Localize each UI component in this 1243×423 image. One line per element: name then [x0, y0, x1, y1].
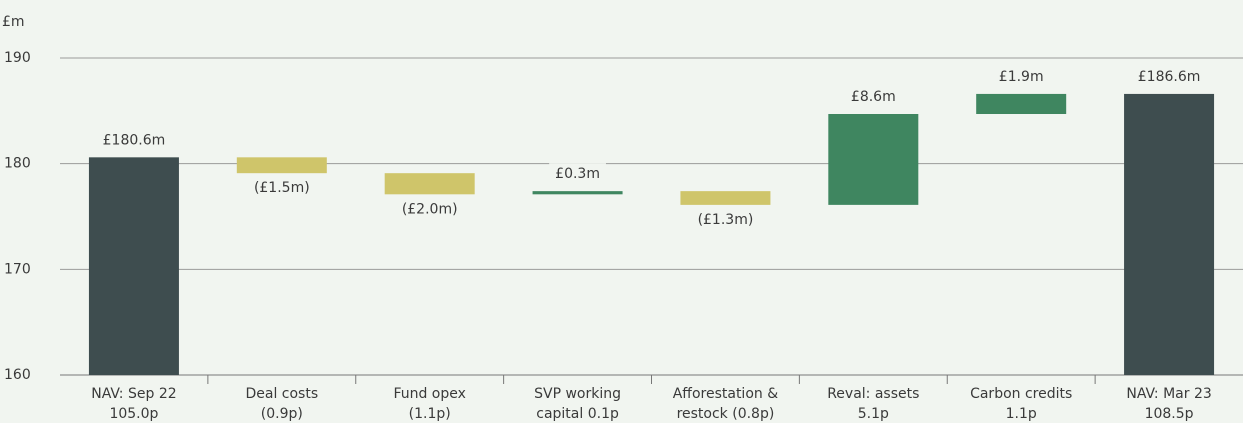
value-label-bg — [96, 129, 172, 152]
bar — [88, 157, 179, 375]
x-tick-label: (1.1p) — [409, 406, 451, 422]
value-label-bg — [691, 208, 760, 231]
x-tick-label: 105.0p — [109, 406, 158, 422]
x-tick-label: (0.9p) — [261, 406, 303, 422]
value-label-bg — [1131, 65, 1207, 88]
x-tick-label: Deal costs — [245, 386, 318, 402]
x-tick-label: 5.1p — [858, 406, 889, 422]
value-label: £0.3m — [555, 166, 600, 182]
x-tick-label: Afforestation & — [673, 386, 778, 402]
value-label-bg — [247, 177, 316, 200]
value-label: £180.6m — [103, 132, 166, 148]
value-label: (£1.5m) — [254, 180, 310, 196]
value-label: (£2.0m) — [402, 201, 458, 217]
y-tick-label: 180 — [4, 156, 31, 172]
value-label-bg — [844, 86, 902, 109]
value-label: £8.6m — [851, 89, 896, 105]
y-axis-label: £m — [2, 14, 25, 30]
x-tick-label: NAV: Sep 22 — [91, 386, 176, 402]
x-tick-label: 1.1p — [1006, 406, 1037, 422]
bar — [680, 191, 771, 205]
x-tick-label: restock (0.8p) — [677, 406, 775, 422]
bar — [384, 173, 475, 195]
bar — [236, 157, 327, 174]
bar — [828, 114, 919, 205]
x-tick-label: 108.5p — [1145, 406, 1194, 422]
bar — [532, 191, 623, 195]
x-tick-label: Carbon credits — [970, 386, 1072, 402]
x-tick-label: Reval: assets — [827, 386, 919, 402]
value-label-bg — [992, 65, 1050, 88]
x-tick-label: NAV: Mar 23 — [1126, 386, 1211, 402]
x-tick-label: Fund opex — [393, 386, 465, 402]
value-label: £186.6m — [1138, 69, 1201, 85]
bar — [976, 93, 1067, 115]
x-tick-label: capital 0.1p — [536, 406, 619, 422]
x-tick-label: SVP working — [534, 386, 621, 402]
value-label: £1.9m — [999, 69, 1044, 85]
y-tick-label: 170 — [4, 261, 31, 277]
value-label-bg — [395, 198, 464, 221]
y-tick-label: 160 — [4, 367, 31, 383]
y-tick-label: 190 — [4, 50, 31, 66]
value-label: (£1.3m) — [698, 212, 754, 228]
value-label-bg — [549, 163, 606, 186]
bar — [1124, 93, 1215, 375]
